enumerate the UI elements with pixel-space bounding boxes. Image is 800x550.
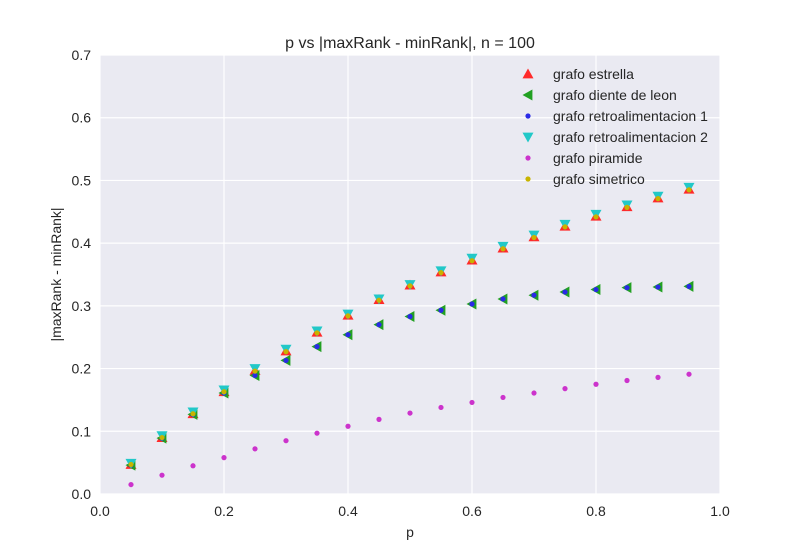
data-point <box>190 463 196 469</box>
y-tick-label: 0.6 <box>72 110 92 126</box>
y-tick-label: 0.1 <box>72 423 92 439</box>
data-point <box>593 214 599 220</box>
data-point <box>593 381 599 387</box>
data-point <box>686 371 692 377</box>
data-point <box>252 368 258 374</box>
x-tick-label: 0.6 <box>462 503 482 519</box>
data-point <box>190 411 196 417</box>
data-point <box>314 430 320 436</box>
data-point <box>159 434 165 441</box>
legend-marker <box>525 155 531 161</box>
data-point <box>500 246 506 252</box>
legend-item: grafo retroalimentacion 1 <box>525 108 708 124</box>
legend-marker <box>522 68 534 79</box>
data-point <box>531 390 537 396</box>
y-tick-label: 0.7 <box>72 47 92 63</box>
data-points <box>125 182 695 488</box>
data-point <box>562 224 568 230</box>
legend-label: grafo retroalimentacion 2 <box>553 129 708 145</box>
data-point <box>438 307 444 313</box>
data-point <box>624 377 630 384</box>
data-point <box>469 301 475 307</box>
legend-item: grafo simetrico <box>525 171 645 187</box>
legend-label: grafo estrella <box>553 66 634 82</box>
data-point <box>531 234 537 241</box>
plot-area <box>100 55 720 494</box>
data-point <box>593 286 599 293</box>
data-point <box>159 472 165 478</box>
legend-label: grafo simetrico <box>553 171 645 187</box>
x-tick-label: 0.8 <box>586 503 606 519</box>
data-point <box>252 372 258 379</box>
y-axis-ticks: 0.0 0.1 0.2 0.3 0.4 0.5 0.6 0.7 <box>72 47 92 502</box>
data-point <box>221 455 227 461</box>
grid-lines <box>99 54 721 495</box>
data-point <box>283 349 289 355</box>
data-point <box>345 423 351 429</box>
x-axis-ticks: 0.0 0.2 0.4 0.6 0.8 1.0 <box>90 503 730 519</box>
data-point <box>376 416 382 422</box>
legend-item: grafo diente de leon <box>522 87 677 103</box>
legend-marker <box>522 132 534 143</box>
data-point <box>686 187 692 193</box>
data-point <box>407 283 413 289</box>
legend-item: grafo piramide <box>525 150 643 166</box>
y-axis-label: |maxRank - minRank| <box>48 207 64 341</box>
data-point <box>686 283 692 290</box>
data-point <box>283 438 289 444</box>
legend-marker <box>522 89 533 101</box>
data-point <box>531 292 537 298</box>
data-point <box>252 446 258 452</box>
data-point <box>221 389 227 395</box>
data-point <box>283 357 289 364</box>
data-point <box>407 410 413 416</box>
data-point <box>624 285 630 291</box>
data-point <box>469 399 475 406</box>
legend-marker <box>525 113 531 119</box>
y-tick-label: 0.4 <box>72 235 92 251</box>
data-point <box>655 374 661 380</box>
data-point <box>500 394 506 401</box>
data-point <box>438 404 444 411</box>
data-point <box>128 481 134 488</box>
series-5 <box>128 187 692 468</box>
data-point <box>655 196 661 202</box>
x-tick-label: 1.0 <box>710 503 730 519</box>
y-tick-label: 0.5 <box>72 172 92 188</box>
legend-label: grafo diente de leon <box>553 87 677 103</box>
data-point <box>376 297 382 303</box>
data-point <box>407 313 413 320</box>
legend-label: grafo piramide <box>553 150 643 166</box>
x-axis-label: p <box>406 524 414 540</box>
data-point <box>314 344 320 350</box>
data-point <box>562 289 568 295</box>
legend: grafo estrella grafo diente de leon grafo … <box>522 66 708 187</box>
data-point <box>345 313 351 319</box>
data-point <box>128 461 134 468</box>
y-tick-label: 0.2 <box>72 361 92 377</box>
legend-label: grafo retroalimentacion 1 <box>553 108 708 124</box>
y-tick-label: 0.0 <box>72 486 92 502</box>
legend-marker <box>525 176 531 182</box>
data-point <box>562 386 568 392</box>
data-point <box>469 258 475 264</box>
data-point <box>655 284 661 290</box>
data-point <box>314 330 320 336</box>
x-tick-label: 0.4 <box>338 503 358 519</box>
chart-title: p vs |maxRank - minRank|, n = 100 <box>285 35 535 52</box>
data-point <box>500 296 506 302</box>
legend-item: grafo retroalimentacion 2 <box>522 129 708 145</box>
x-tick-label: 0.0 <box>90 503 110 519</box>
y-tick-label: 0.3 <box>72 298 92 314</box>
x-tick-label: 0.2 <box>214 503 234 519</box>
series-4 <box>128 371 692 488</box>
data-point <box>376 322 382 328</box>
legend-item: grafo estrella <box>522 66 634 82</box>
data-point <box>438 270 444 276</box>
data-point <box>345 332 351 338</box>
data-point <box>624 204 630 210</box>
